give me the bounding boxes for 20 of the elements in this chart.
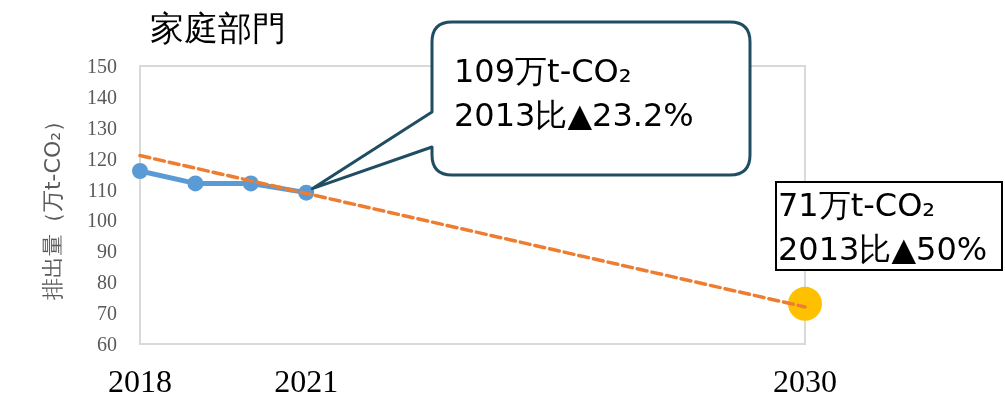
y-tick-label: 80 <box>97 271 117 294</box>
y-tick-label: 100 <box>87 209 117 232</box>
y-tick-label: 150 <box>87 55 117 77</box>
y-axis-title: 排出量（万t-CO₂） <box>40 109 65 301</box>
y-tick-label: 60 <box>97 333 117 355</box>
annotation: 109万t-CO₂ 2013比▲23.2% <box>454 52 694 134</box>
annotation: 71万t-CO₂ 2013比▲50% <box>778 186 988 268</box>
x-tick-label: 2018 <box>108 363 172 399</box>
x-tick-label: 2030 <box>773 363 837 399</box>
point <box>187 175 204 192</box>
point <box>788 286 822 321</box>
y-tick-label: 130 <box>87 116 117 139</box>
y-tick-label: 110 <box>87 178 117 201</box>
point <box>132 163 148 180</box>
y-tick-label: 140 <box>87 85 117 108</box>
x-tick-label: 2021 <box>274 363 339 399</box>
y-tick-label: 120 <box>87 147 117 170</box>
y-tick-label: 70 <box>97 302 117 325</box>
y-tick-label: 90 <box>97 240 117 263</box>
chart-title: 家庭部門 <box>150 8 286 48</box>
